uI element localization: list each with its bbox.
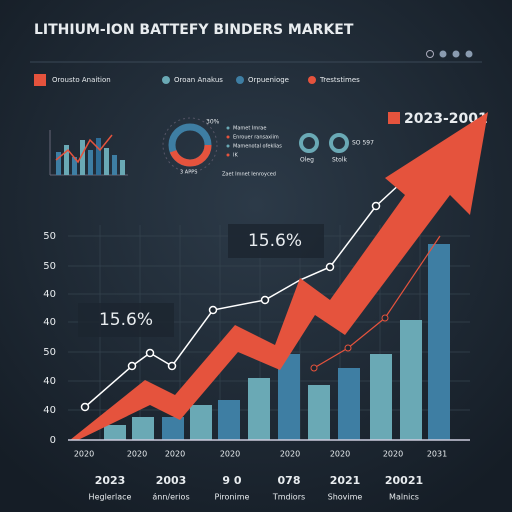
y-labels: 50 50 40 40 50 40 40 0 [43, 231, 56, 446]
period-icon [388, 112, 400, 124]
legend-label: Oroan Anakus [174, 76, 223, 84]
footer-label: ánn/erios [152, 493, 189, 502]
y-label: 40 [43, 289, 56, 300]
x-label: 2020 [280, 450, 300, 459]
legend-swatch [162, 76, 170, 84]
footer-value: 2023 [95, 474, 126, 487]
item-dot [226, 126, 230, 130]
x-label: 2020 [330, 450, 350, 459]
callout: 15.6% [248, 231, 302, 251]
item-label: Mamenotal ofeklias [233, 144, 282, 150]
footer-label: Pironime [215, 493, 250, 502]
mini-bar-chart [49, 130, 128, 176]
legend-swatch [308, 76, 316, 84]
item-dot [226, 135, 230, 139]
y-label: 50 [43, 347, 56, 358]
donut-pct: 30% [206, 119, 220, 126]
period: 2023-2001 [404, 111, 488, 127]
legend-label: Treststimes [319, 76, 360, 84]
footer-label: Shovime [328, 493, 363, 502]
x-label: 2020 [74, 450, 94, 459]
legend-label: Orpuenioge [248, 76, 289, 84]
ring-label: Stolk [332, 157, 347, 164]
y-label: 40 [43, 317, 56, 328]
legend-swatch [236, 76, 244, 84]
footer-value: 2021 [330, 474, 361, 487]
x-label: 2020 [165, 450, 185, 459]
x-label: 2031 [427, 450, 447, 459]
x-labels: 2020 2020 2020 2020 2020 2020 2020 2031 [74, 450, 447, 459]
footer-value: 2003 [156, 474, 187, 487]
item-label: Enrouer ransaxiim [233, 135, 279, 141]
donut-caption: 3 APPS [180, 170, 197, 176]
footer-value: 078 [278, 474, 301, 487]
footer: 2023 Heglerlace 2003 ánn/erios 9 0 Pironime 07… [89, 474, 424, 502]
legend: Orousto Anaition Oroan Anakus Orpuenioge Tr… [34, 74, 360, 86]
y-label: 40 [43, 405, 56, 416]
y-label: 50 [43, 231, 56, 242]
legend-swatch [34, 74, 46, 86]
footer-label: Heglerlace [89, 493, 132, 502]
legend-label: Orousto Anaition [52, 76, 111, 84]
donut-items: Mamet Imrae Enrouer ransaxiim Mamenotal of… [226, 126, 282, 159]
footer-label: Tmdiors [272, 493, 305, 502]
main-chart [68, 112, 488, 441]
window-dots [426, 50, 473, 58]
rings-note: SO 597 [352, 140, 374, 147]
item-label: IK [233, 153, 238, 159]
footer-label: Malnics [389, 493, 419, 502]
y-label: 0 [50, 435, 56, 446]
item-dot [226, 144, 230, 148]
item-label: Mamet Imrae [233, 126, 266, 132]
callout: 15.6% [99, 310, 153, 330]
y-label: 50 [43, 261, 56, 272]
footer-value: 20021 [385, 474, 423, 487]
x-label: 2020 [127, 450, 147, 459]
donut [162, 117, 218, 173]
footer-value: 9 0 [222, 474, 241, 487]
title: LITHIUM-ION BATTEFY BINDERS MARKET [34, 22, 354, 38]
x-label: 2020 [383, 450, 403, 459]
y-label: 40 [43, 376, 56, 387]
rings [299, 133, 349, 153]
donut-note: Zaet Imnet Ienroyced [222, 172, 276, 178]
item-dot [226, 153, 230, 157]
ring-label: Oleg [300, 157, 314, 164]
x-label: 2020 [220, 450, 240, 459]
